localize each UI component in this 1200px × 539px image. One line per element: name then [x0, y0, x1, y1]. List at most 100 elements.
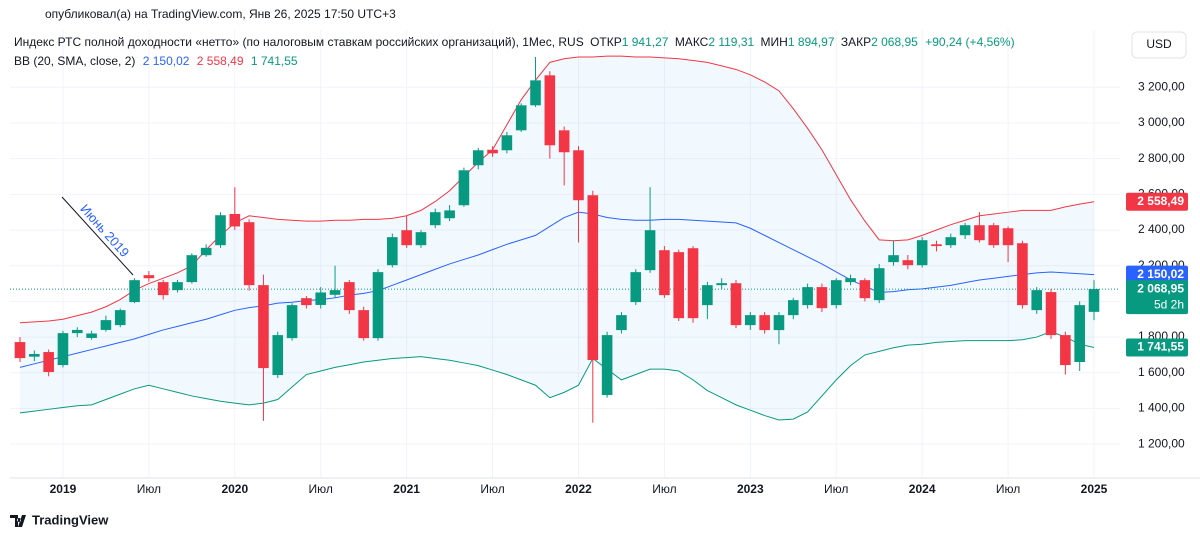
candle-body — [444, 210, 455, 219]
candle-body — [659, 250, 670, 296]
candle-body — [544, 75, 556, 146]
candle-body — [272, 335, 284, 376]
x-tick-label: 2024 — [909, 482, 936, 496]
candle-body — [200, 247, 212, 256]
candle-body — [644, 230, 656, 271]
x-tick-label: 2020 — [221, 482, 248, 496]
candle-body — [387, 237, 398, 266]
legend-label: МИН — [761, 35, 788, 49]
candle-body — [902, 260, 914, 266]
candle-body — [415, 232, 427, 246]
indicator-value: 1 741,55 — [251, 54, 298, 68]
candle-body — [730, 283, 742, 326]
x-tick-label: 2025 — [1081, 482, 1108, 496]
candle-body — [29, 354, 40, 357]
upper-badge-label: 2 558,49 — [1137, 194, 1184, 208]
candle-body — [816, 287, 828, 309]
candle-body — [830, 280, 842, 306]
candle-body — [301, 298, 312, 306]
band-line — [19, 55, 1095, 324]
annotation-line — [61, 196, 134, 276]
indicator-value: 2 150,02 — [143, 54, 190, 68]
x-tick-label: Июл — [652, 482, 676, 496]
x-tick-label: Июл — [996, 482, 1020, 496]
x-tick-label: Июл — [480, 482, 504, 496]
candle-body — [243, 222, 255, 286]
candle-body — [129, 280, 140, 303]
candle-body — [515, 105, 527, 131]
candle-body — [959, 225, 971, 236]
candle-body — [71, 329, 83, 334]
candle-body — [1060, 335, 1071, 366]
x-tick-label: 2021 — [393, 482, 420, 496]
y-tick-label: 1 200,00 — [1138, 436, 1185, 450]
candle-body — [429, 212, 441, 226]
legend-value: 2 119,31 — [708, 35, 754, 49]
middle-badge-label: 2 150,02 — [1137, 267, 1184, 281]
brand-logo — [10, 515, 26, 527]
candle-body — [43, 352, 54, 373]
candle-body — [845, 278, 856, 283]
x-tick-label: 2022 — [565, 482, 592, 496]
candle-body — [57, 333, 69, 366]
candle-body — [1088, 289, 1100, 312]
candle-body — [587, 195, 599, 361]
currency-label[interactable]: USD — [1146, 37, 1172, 51]
candle-body — [215, 215, 226, 246]
y-tick-label: 1 400,00 — [1138, 401, 1185, 415]
candle-body — [1002, 228, 1014, 246]
x-tick-label: Июл — [309, 482, 333, 496]
candle-body — [100, 320, 112, 330]
y-tick-label: 1 600,00 — [1138, 365, 1185, 379]
candle-body — [759, 315, 770, 331]
x-tick-label: 2019 — [50, 482, 77, 496]
y-tick-label: 3 000,00 — [1138, 115, 1185, 129]
band-line — [19, 211, 1095, 368]
candle-body — [1074, 305, 1085, 363]
candle-body — [472, 150, 484, 166]
candle-body — [186, 255, 198, 283]
legend-line: Индекс РТС полной доходности «нетто» (по… — [14, 35, 1015, 49]
candle-body — [916, 240, 928, 266]
candle-body — [787, 300, 799, 316]
band-line — [19, 331, 1095, 421]
candle-body — [501, 135, 513, 151]
candle-body — [673, 252, 685, 319]
candle-body — [358, 310, 369, 339]
candle-body — [315, 292, 327, 305]
candle-body — [601, 335, 613, 396]
lower-badge — [1126, 338, 1188, 357]
candle-body — [487, 149, 498, 154]
legend-change: +90,24 (+4,56%) — [925, 35, 1014, 49]
y-tick-label: 2 800,00 — [1138, 151, 1185, 165]
legend-value: 2 068,95 — [871, 35, 918, 49]
candle-body — [286, 305, 298, 339]
candle-body — [86, 333, 97, 338]
y-tick-label: 2 400,00 — [1138, 222, 1185, 236]
candle-body — [945, 237, 957, 246]
indicator-line: BB (20, SMA, close, 2) 2 150,02 2 558,49… — [14, 54, 298, 68]
candle-body — [873, 268, 885, 301]
candle-body — [458, 170, 470, 206]
candle-body — [1017, 243, 1028, 306]
candle-body — [157, 282, 169, 296]
candle-body — [1031, 290, 1043, 311]
candle-body — [745, 315, 756, 326]
candle-body — [931, 244, 942, 247]
upper-badge — [1126, 192, 1188, 211]
candle-body — [530, 80, 541, 106]
legend-label: ЗАКР — [841, 35, 871, 49]
x-tick-label: Июл — [824, 482, 848, 496]
brand: TradingView — [32, 512, 109, 527]
published-note: опубликовал(а) на TradingView.com, Янв 2… — [45, 7, 396, 21]
candle-body — [702, 285, 713, 306]
currency-button[interactable] — [1131, 31, 1187, 59]
legend-label: МАКС — [675, 35, 709, 49]
legend-title: Индекс РТС полной доходности «нетто» (по… — [14, 35, 584, 49]
candle-body — [114, 310, 126, 326]
candle-body — [859, 280, 871, 299]
candle-body — [716, 283, 727, 286]
candle-body — [558, 130, 570, 153]
